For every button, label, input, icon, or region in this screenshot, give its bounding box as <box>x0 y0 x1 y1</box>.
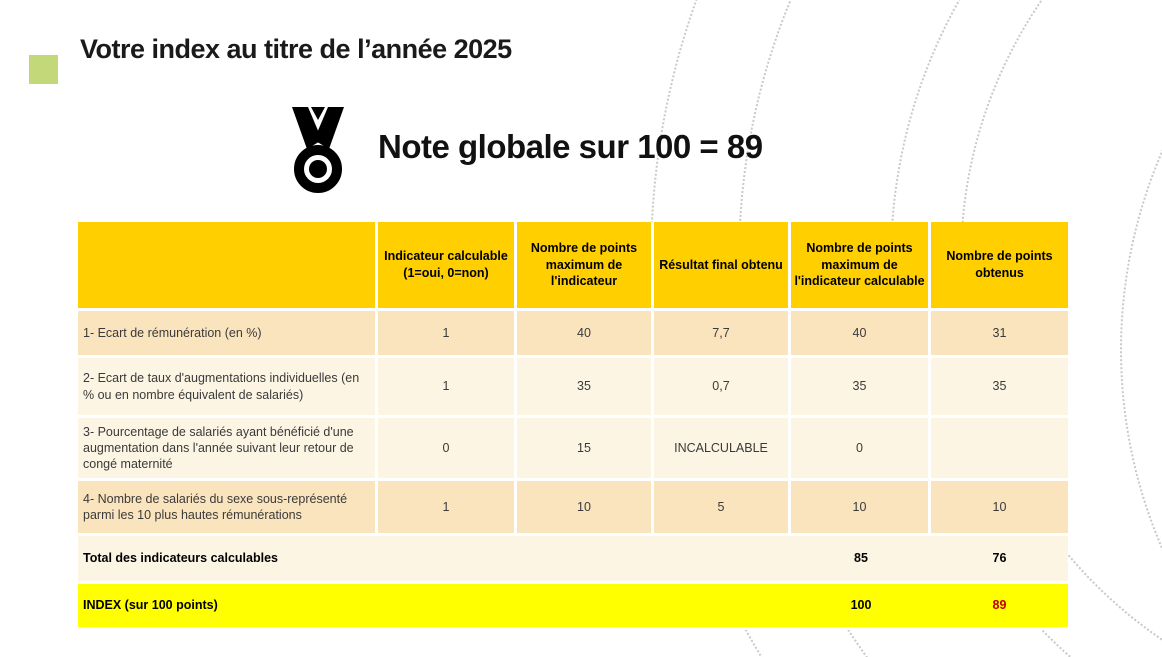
index-max-points-cell: 100 <box>791 584 931 627</box>
value-cell: 5 <box>654 481 788 533</box>
index-score-cell: 89 <box>931 584 1068 627</box>
index-table: Indicateur calculable (1=oui, 0=non) Nom… <box>78 222 1068 630</box>
table-row: 1- Ecart de rémunération (en %) 1 40 7,7… <box>78 311 1068 355</box>
value-cell: 0,7 <box>654 358 788 415</box>
value-cell: 1 <box>378 358 514 415</box>
value-cell: 10 <box>791 481 928 533</box>
row-label-cell: 4- Nombre de salariés du sexe sous-repré… <box>78 481 375 533</box>
total-row: Total des indicateurs calculables 85 76 <box>78 536 1068 581</box>
table-header-row: Indicateur calculable (1=oui, 0=non) Nom… <box>78 222 1068 308</box>
index-row: INDEX (sur 100 points) 100 89 <box>78 584 1068 627</box>
medal-icon <box>286 107 350 197</box>
value-cell: 40 <box>791 311 928 355</box>
decorative-arc <box>1120 0 1162 657</box>
total-label-cell: Total des indicateurs calculables <box>78 536 791 581</box>
value-cell: 35 <box>517 358 651 415</box>
column-header: Nombre de points maximum de l'indicateur… <box>791 222 928 308</box>
value-cell: 0 <box>791 418 928 478</box>
value-cell: 35 <box>791 358 928 415</box>
column-header: Indicateur calculable (1=oui, 0=non) <box>378 222 514 308</box>
column-header: Nombre de points maximum de l'indicateur <box>517 222 651 308</box>
total-max-points-cell: 85 <box>791 536 931 581</box>
value-cell: 1 <box>378 481 514 533</box>
value-cell: 40 <box>517 311 651 355</box>
value-cell <box>931 418 1068 478</box>
value-cell: 7,7 <box>654 311 788 355</box>
value-cell: 0 <box>378 418 514 478</box>
value-cell: 31 <box>931 311 1068 355</box>
global-score-text: Note globale sur 100 = 89 <box>378 128 763 165</box>
table-row: 3- Pourcentage de salariés ayant bénéfic… <box>78 418 1068 478</box>
value-cell: 10 <box>931 481 1068 533</box>
index-label-cell: INDEX (sur 100 points) <box>78 584 791 627</box>
row-label-cell: 1- Ecart de rémunération (en %) <box>78 311 375 355</box>
total-points-obtained-cell: 76 <box>931 536 1068 581</box>
row-label-cell: 2- Ecart de taux d'augmentations individ… <box>78 358 375 415</box>
value-cell: INCALCULABLE <box>654 418 788 478</box>
value-cell: 15 <box>517 418 651 478</box>
title-bullet-square <box>29 55 58 84</box>
value-cell: 1 <box>378 311 514 355</box>
column-header: Résultat final obtenu <box>654 222 788 308</box>
table-row: 2- Ecart de taux d'augmentations individ… <box>78 358 1068 415</box>
table-row: 4- Nombre de salariés du sexe sous-repré… <box>78 481 1068 533</box>
value-cell: 10 <box>517 481 651 533</box>
value-cell: 35 <box>931 358 1068 415</box>
column-header <box>78 222 375 308</box>
row-label-cell: 3- Pourcentage de salariés ayant bénéfic… <box>78 418 375 478</box>
page-title: Votre index au titre de l’année 2025 <box>80 34 512 64</box>
column-header: Nombre de points obtenus <box>931 222 1068 308</box>
